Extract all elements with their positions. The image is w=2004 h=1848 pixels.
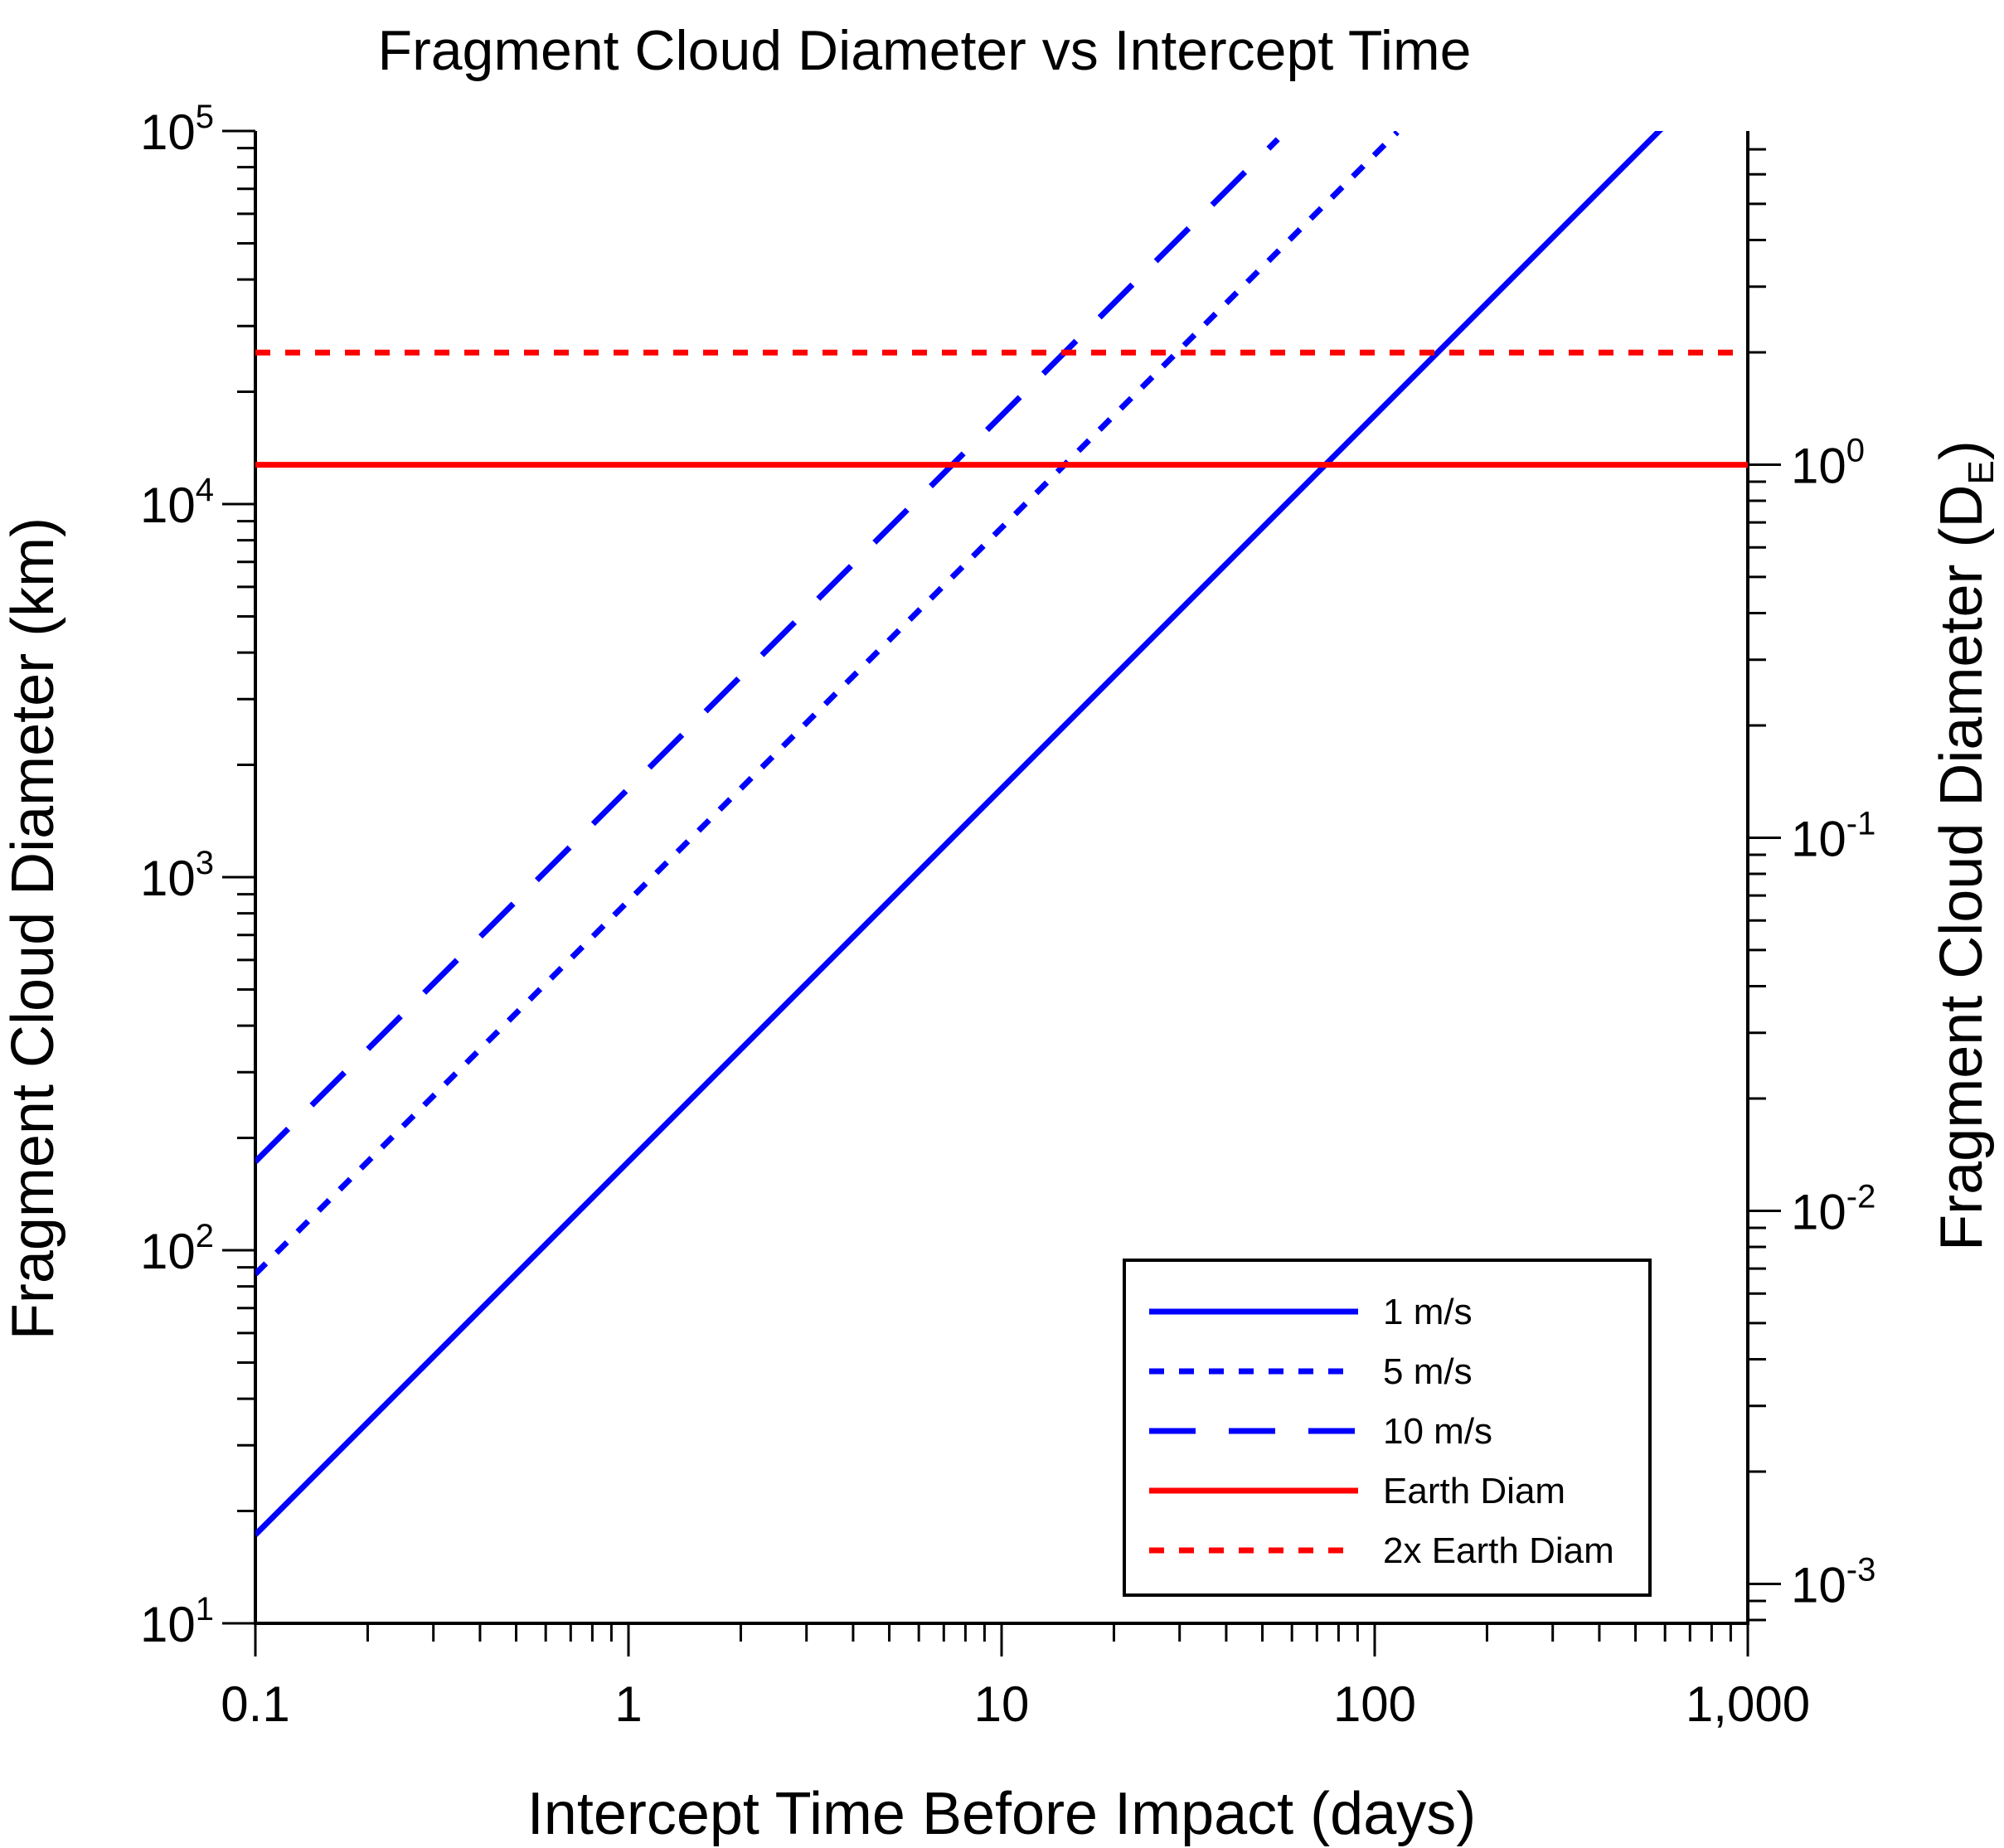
y2-tick-label: 10-3 [1791, 1551, 1875, 1613]
y-tick-label-exponent: 5 [196, 99, 214, 135]
y2-tick-label-exponent: -1 [1846, 805, 1876, 842]
y2-tick-label-exponent: -3 [1846, 1551, 1876, 1588]
y2-tick-label: 10-1 [1791, 805, 1875, 866]
legend-label: 2x Earth Diam [1383, 1530, 1614, 1571]
legend: 1 m/s 5 m/s 10 m/s Earth Diam 2x Earth Diam [1123, 1259, 1652, 1597]
plot-series [255, 131, 1748, 1537]
x-tick-label: 100 [1333, 1676, 1416, 1732]
series-group [255, 131, 1748, 1537]
y-tick-label-exponent: 2 [196, 1218, 214, 1254]
y2-tick-label-base: 10 [1791, 438, 1846, 493]
y2-tick-label-exponent: 0 [1846, 432, 1865, 468]
x-tick-label: 10 [974, 1676, 1030, 1732]
y-tick-label-exponent: 1 [196, 1591, 214, 1627]
y2-tick-label-base: 10 [1791, 1184, 1846, 1239]
y2-tick-label-base: 10 [1791, 1557, 1846, 1613]
y-tick-label: 101 [140, 1591, 214, 1652]
y2-axis-label-subscript: E [1961, 460, 2002, 484]
chart-title: Fragment Cloud Diameter vs Intercept Tim… [378, 19, 1472, 82]
y-tick-label-base: 10 [140, 104, 196, 160]
y2-tick-label-exponent: -2 [1846, 1178, 1876, 1215]
axes: 0.1 1 10 100 1,00010110210310410510-310-210-… [140, 99, 1875, 1732]
y-tick-label-base: 10 [140, 1224, 196, 1279]
series-line-5-m-s [255, 131, 1400, 1277]
x-axis-label: Intercept Time Before Impact (days) [527, 1781, 1476, 1847]
legend-box [1123, 1259, 1652, 1597]
x-tick-label: 1,000 [1686, 1676, 1810, 1732]
y-tick-label-base: 10 [140, 851, 196, 906]
legend-label: 5 m/s [1383, 1351, 1473, 1392]
y-tick-label-base: 10 [140, 1597, 196, 1652]
y-tick-label: 105 [140, 99, 214, 160]
x-tick-label: 0.1 [221, 1676, 289, 1732]
y2-axis-label-close: ) [1929, 440, 1995, 460]
y2-axis-label: Fragment Cloud Diameter (DE) [1929, 440, 2002, 1251]
legend-label: 10 m/s [1383, 1411, 1492, 1452]
y-tick-label: 104 [140, 472, 214, 533]
y2-tick-label: 10-2 [1791, 1178, 1875, 1239]
y-tick-label-exponent: 4 [196, 472, 214, 508]
series-line-10-m-s [255, 137, 1280, 1164]
y-tick-label: 102 [140, 1218, 214, 1279]
legend-label: 1 m/s [1383, 1292, 1473, 1332]
y2-tick-label: 100 [1791, 432, 1865, 493]
y-tick-label-base: 10 [140, 478, 196, 533]
y2-axis-label-main: Fragment Cloud Diameter (D [1929, 485, 1995, 1251]
series-line-1-m-s [255, 131, 1664, 1537]
y2-tick-label-base: 10 [1791, 811, 1846, 866]
y-tick-label: 103 [140, 845, 214, 906]
x-tick-label: 1 [614, 1676, 642, 1732]
y-tick-label-exponent: 3 [196, 845, 214, 881]
y-axis-label: Fragment Cloud Diameter (km) [0, 517, 66, 1340]
legend-label: Earth Diam [1383, 1471, 1565, 1511]
